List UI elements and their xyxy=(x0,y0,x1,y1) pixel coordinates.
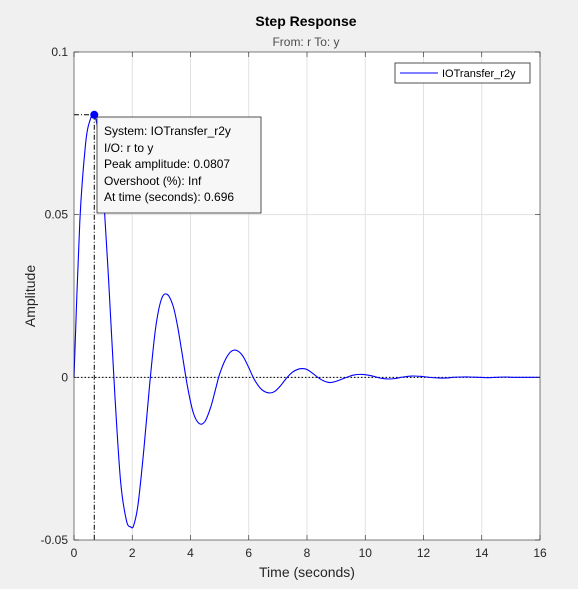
datatip-box xyxy=(96,116,262,214)
x-tick-label: 10 xyxy=(359,546,373,560)
series-line-iotransfer-r2y xyxy=(73,113,540,529)
datatip-overshoot: Overshoot (%): Inf xyxy=(104,174,202,188)
y-tick-label: 0 xyxy=(61,370,68,384)
x-axis-label: Time (seconds) xyxy=(259,564,355,580)
datatip-io: I/O: r to y xyxy=(104,141,153,155)
datatip[interactable]: System: IOTransfer_r2y I/O: r to y Peak … xyxy=(96,116,262,214)
y-tick-label: 0.05 xyxy=(45,208,69,222)
datatip-peak-amplitude: Peak amplitude: 0.0807 xyxy=(104,157,230,171)
x-tick-label: 4 xyxy=(187,546,194,560)
x-tick-label: 2 xyxy=(129,546,136,560)
y-axis-ticks: -0.05 0 0.05 0.1 xyxy=(41,45,540,547)
x-tick-label: 8 xyxy=(304,546,311,560)
x-tick-label: 16 xyxy=(533,546,547,560)
datatip-time: At time (seconds): 0.696 xyxy=(104,190,234,204)
y-tick-label: -0.05 xyxy=(41,533,69,547)
peak-marker-dot xyxy=(90,110,99,119)
legend-entry-label: IOTransfer_r2y xyxy=(442,68,516,80)
x-tick-label: 14 xyxy=(475,546,489,560)
peak-marker-layer xyxy=(74,110,99,540)
chart-subtitle: From: r To: y xyxy=(272,35,339,49)
chart-title: Step Response xyxy=(255,13,356,29)
x-tick-label: 6 xyxy=(245,546,252,560)
x-axis-ticks: 0 2 4 6 8 10 12 14 16 xyxy=(71,52,547,560)
y-tick-label: 0.1 xyxy=(51,45,68,59)
legend[interactable]: IOTransfer_r2y xyxy=(394,62,531,84)
y-axis-label: Amplitude xyxy=(22,265,38,327)
x-tick-label: 0 xyxy=(71,546,78,560)
x-tick-label: 12 xyxy=(417,546,431,560)
series-layer xyxy=(73,113,540,529)
legend-box xyxy=(394,62,531,84)
datatip-system: System: IOTransfer_r2y xyxy=(104,124,231,138)
